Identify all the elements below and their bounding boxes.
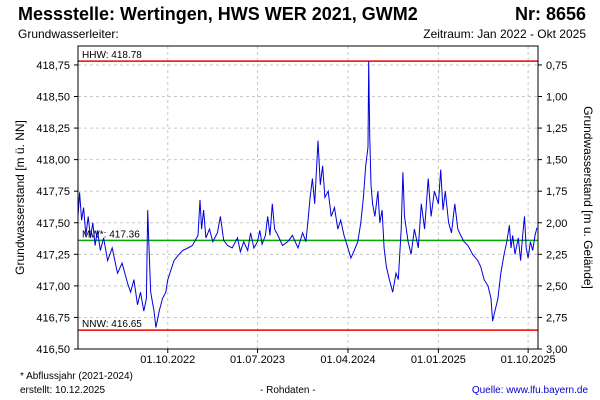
period-label: Zeitraum: Jan 2022 - Okt 2025 bbox=[423, 27, 586, 41]
y-tick-label-left: 417,25 bbox=[36, 249, 70, 261]
y-tick-label-right: 1,50 bbox=[546, 155, 567, 167]
y-tick-label-right: 0,75 bbox=[546, 60, 567, 72]
aquifer-label: Grundwasserleiter: bbox=[18, 27, 119, 41]
y-tick-label-right: 2,50 bbox=[546, 281, 567, 293]
reference-label-hhw: HHW: 418.78 bbox=[82, 50, 142, 61]
x-tick-label: 01.07.2023 bbox=[230, 354, 285, 366]
y-tick-label-left: 416,75 bbox=[36, 312, 70, 324]
y-tick-label-right: 2,00 bbox=[546, 218, 567, 230]
x-tick-label: 01.04.2024 bbox=[320, 354, 375, 366]
created-date: erstellt: 10.12.2025 bbox=[20, 385, 106, 396]
y-tick-label-right: 2,75 bbox=[546, 312, 567, 324]
y-tick-label-left: 418,75 bbox=[36, 60, 70, 72]
y-tick-label-right: 2,25 bbox=[546, 249, 567, 261]
axis-ticks: 418,75 0,75 418,50 1,00 418,25 1,25 418,00 1,50… bbox=[36, 60, 567, 366]
series-line-groundwater-level bbox=[77, 61, 538, 328]
y-tick-label-left: 418,25 bbox=[36, 123, 70, 135]
y-tick-label-left: 417,00 bbox=[36, 281, 70, 293]
reference-label-nnw: NNW: 416.65 bbox=[82, 319, 142, 330]
reference-label-bg-hhw bbox=[80, 49, 142, 61]
y-tick-label-left: 416,50 bbox=[36, 344, 70, 356]
y-tick-label-right: 3,00 bbox=[546, 344, 567, 356]
y-tick-label-right: 1,00 bbox=[546, 92, 567, 104]
y-tick-label-left: 418,50 bbox=[36, 92, 70, 104]
x-tick-label: 01.10.2022 bbox=[140, 354, 195, 366]
reference-lines: HHW: 418.78 MW*: 417.36 NNW: 416.65 bbox=[78, 49, 538, 331]
station-number: Nr: 8656 bbox=[514, 4, 586, 24]
y-tick-label-right: 1,75 bbox=[546, 186, 567, 198]
x-tick-label: 01.10.2025 bbox=[501, 354, 556, 366]
reference-label-bg-mw bbox=[80, 228, 142, 240]
y-tick-label-left: 417,75 bbox=[36, 186, 70, 198]
y-axis-label-right: Grundwasserstand [m u. Gelände] bbox=[581, 106, 595, 289]
page-title: Messstelle: Wertingen, HWS WER 2021, GWM… bbox=[18, 4, 418, 24]
raw-data-label: - Rohdaten - bbox=[260, 385, 316, 396]
source-link[interactable]: Quelle: www.lfu.bayern.de bbox=[471, 385, 588, 396]
y-tick-label-right: 1,25 bbox=[546, 123, 567, 135]
y-axis-label-left: Grundwasserstand [m ü. NN] bbox=[13, 120, 27, 275]
footnote: * Abflussjahr (2021-2024) bbox=[20, 371, 133, 382]
y-tick-label-left: 418,00 bbox=[36, 155, 70, 167]
chart-grid bbox=[78, 46, 538, 350]
reference-label-mw: MW*: 417.36 bbox=[82, 229, 140, 240]
plot-frame bbox=[77, 45, 539, 350]
reference-label-bg-nnw bbox=[80, 318, 142, 330]
x-tick-label: 01.01.2025 bbox=[411, 354, 466, 366]
y-tick-label-left: 417,50 bbox=[36, 218, 70, 230]
